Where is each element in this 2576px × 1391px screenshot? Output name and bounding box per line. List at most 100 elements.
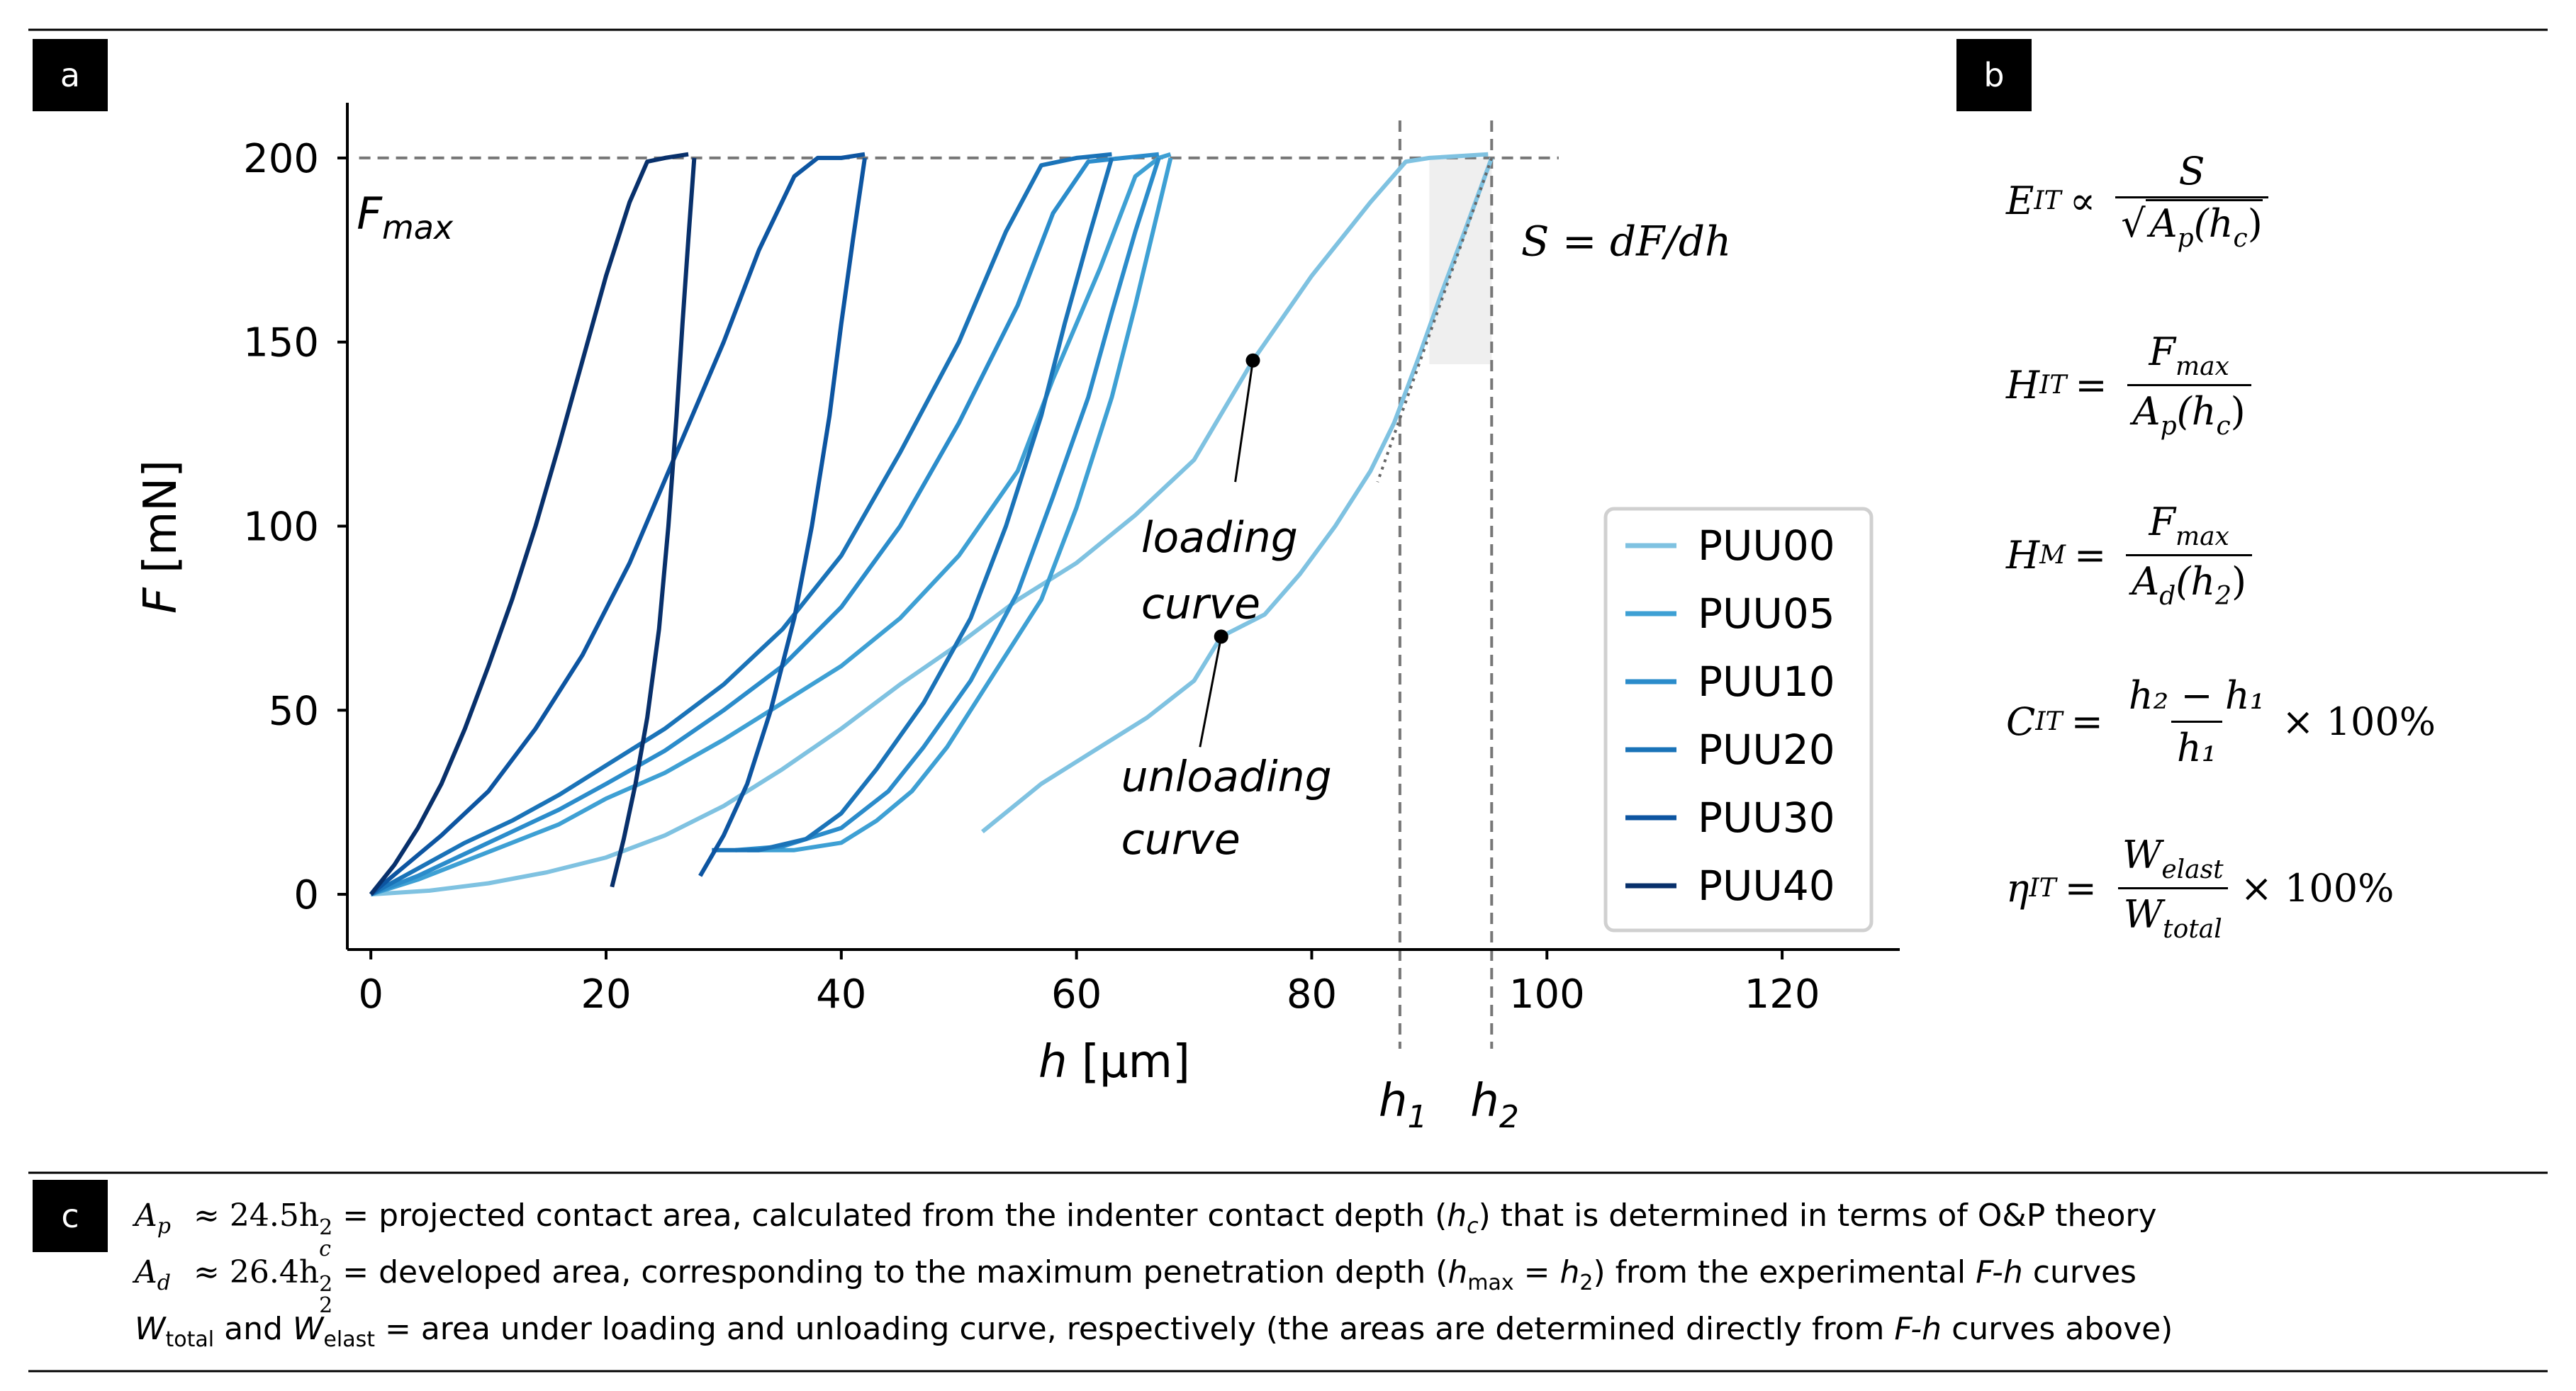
- eta-lhs-sub: IT: [2029, 874, 2056, 903]
- h2-label: h2: [1470, 1075, 1519, 1135]
- eta-num: Welast: [2117, 833, 2229, 887]
- x-tick-label: 40: [816, 972, 866, 1018]
- hm-den: Ad(h2): [2126, 554, 2253, 611]
- c2-var-sub: d: [157, 1271, 171, 1295]
- hm-fraction: Fmax Ad(h2): [2126, 500, 2253, 611]
- x-tick-label: 60: [1051, 972, 1102, 1018]
- eit-op: ∝: [2069, 179, 2096, 223]
- x-axis-label: h [μm]: [1038, 1036, 1190, 1088]
- hm-op: =: [2073, 533, 2107, 578]
- panel-label-a: a: [33, 39, 108, 111]
- cit-fraction: h₂ − h₁ h₁: [2123, 673, 2270, 770]
- eit-den-main: A: [2149, 201, 2178, 246]
- c2-eq: =: [1513, 1254, 1560, 1290]
- hm-lhs-sub: M: [2039, 541, 2066, 570]
- series-puu30-loading-line: [369, 152, 866, 896]
- hit-den-sub: p: [2160, 412, 2177, 441]
- hit-den: Ap(hc): [2127, 384, 2251, 441]
- y-tick-label: 100: [243, 505, 319, 551]
- chart-area: 0 20 40 60 80 100 120 0 50 100 150 200 h [μm] F [mN] F…: [135, 103, 1900, 1135]
- loading-pointer-dot: [1245, 353, 1260, 368]
- c2-h-sub: max: [1467, 1271, 1514, 1295]
- series-puu20-loading-line: [369, 152, 1112, 896]
- hit-den-main: A: [2132, 389, 2161, 434]
- hm-den-close: ): [2231, 559, 2247, 604]
- panel-label-b: b: [1956, 39, 2032, 111]
- hit-num-main: F: [2149, 330, 2175, 374]
- equation-cit: C IT = h₂ − h₁ h₁ × 100%: [2006, 673, 2436, 770]
- hm-den-sub: d: [2159, 582, 2176, 611]
- hit-fraction: Fmax Ap(hc): [2127, 330, 2251, 441]
- unloading-label-line2: curve: [1121, 815, 1241, 865]
- c1-sup: 2: [319, 1215, 333, 1240]
- eit-den-arg: (h: [2193, 201, 2234, 246]
- unloading-pointer-line: [1199, 636, 1223, 748]
- eit-den-sub: p: [2177, 224, 2194, 253]
- hit-lhs: H: [2006, 363, 2040, 407]
- hm-lhs: H: [2006, 533, 2040, 578]
- eit-fraction: S √ Ap(hc): [2115, 149, 2268, 253]
- eit-den-close: ): [2247, 201, 2263, 246]
- panel-label-c: c: [33, 1180, 108, 1252]
- stiffness-tangent-line: [1376, 157, 1494, 483]
- hit-lhs-sub: IT: [2039, 371, 2067, 400]
- x-tick-label: 20: [581, 972, 631, 1018]
- c2-text-a: = developed area, corresponding to the m…: [332, 1254, 1448, 1290]
- x-tick-label: 0: [358, 972, 383, 1018]
- c1-text-b: ) that is determined in terms of O&P the…: [1478, 1198, 2157, 1234]
- hm-den-arg-sub: 2: [2215, 582, 2232, 611]
- hit-den-arg: (h: [2176, 389, 2217, 434]
- y-axis-label: F [mN]: [135, 460, 187, 614]
- eit-num: S: [2178, 149, 2205, 193]
- y-tick-label: 200: [243, 136, 319, 182]
- hm-num-main: F: [2149, 500, 2175, 544]
- cit-lhs-sub: IT: [2035, 707, 2063, 736]
- x-tick-label: 120: [1745, 972, 1820, 1018]
- c2-sup: 2: [319, 1272, 333, 1297]
- c3-text-a: = area under loading and unloading curve…: [374, 1311, 1895, 1347]
- c1-var-sub: p: [157, 1214, 171, 1239]
- c1-sub: c: [319, 1237, 331, 1261]
- unloading-label-line1: unloading: [1121, 753, 1332, 802]
- eit-den-arg-sub: c: [2233, 224, 2248, 253]
- series-puu05-unloading-line: [747, 157, 1173, 852]
- c2-var: A: [135, 1254, 157, 1290]
- c2-fh: F-h: [1976, 1254, 2023, 1290]
- c3-and: and: [214, 1311, 293, 1347]
- eta-num-main: W: [2122, 833, 2162, 877]
- hm-den-arg: (h: [2175, 559, 2216, 604]
- eta-den-main: W: [2123, 892, 2163, 937]
- hit-den-close: ): [2230, 389, 2246, 434]
- hit-num: Fmax: [2143, 330, 2234, 384]
- c2-text-c: curves: [2022, 1254, 2137, 1290]
- eta-op: =: [2064, 866, 2097, 911]
- cit-tail: × 100%: [2282, 699, 2436, 744]
- y-tick-label: 0: [293, 872, 319, 918]
- caption-line-1: Ap ≈ 24.5h 2 c = projected contact area, c…: [135, 1198, 2157, 1260]
- y-tick-label: 150: [243, 320, 319, 366]
- legend-label-puu40: PUU40: [1698, 862, 1835, 910]
- eit-den: √ Ap(hc): [2115, 196, 2268, 253]
- legend-label-puu10: PUU10: [1698, 658, 1835, 706]
- c1-h-sub: c: [1467, 1214, 1479, 1239]
- legend-label-puu05: PUU05: [1698, 590, 1835, 638]
- c3-fh: F-h: [1894, 1311, 1942, 1347]
- c1-text-a: = projected contact area, calculated fro…: [332, 1198, 1447, 1234]
- series-puu00-unloading-line: [981, 157, 1494, 834]
- c3-w1: W: [135, 1311, 166, 1347]
- c1-var: A: [135, 1198, 157, 1234]
- loading-label-line2: curve: [1141, 579, 1260, 629]
- series-puu20-unloading-line: [712, 157, 1114, 852]
- eit-lhs: E: [2006, 179, 2034, 223]
- series-puu05-loading-line: [370, 152, 1172, 896]
- c3-w2: W: [292, 1311, 324, 1347]
- hit-num-sub: max: [2175, 352, 2229, 381]
- c3-w2-sub: elast: [323, 1327, 375, 1352]
- eit-lhs-sub: IT: [2034, 186, 2061, 215]
- hm-num: Fmax: [2143, 500, 2234, 554]
- series-puu30-unloading-line: [698, 157, 867, 877]
- loading-pointer-line: [1234, 360, 1254, 483]
- y-tick-label: 50: [269, 688, 319, 734]
- caption-line-2: Ad ≈ 26.4h 2 2 = developed area, correspon…: [135, 1254, 2137, 1317]
